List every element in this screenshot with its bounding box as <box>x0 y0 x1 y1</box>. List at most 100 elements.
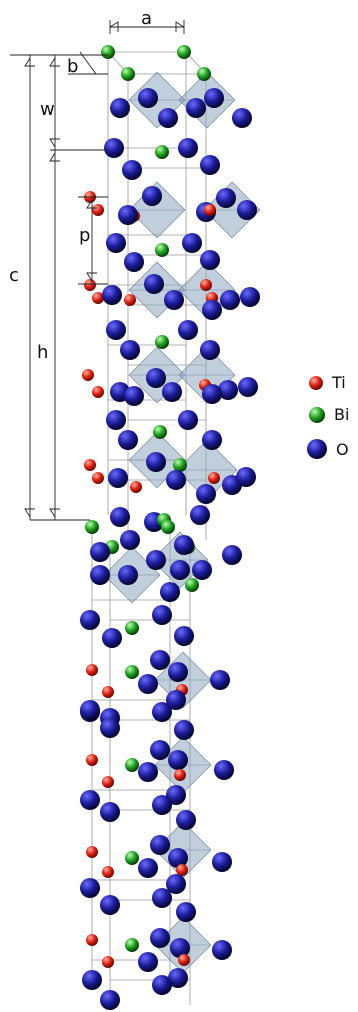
o-atom <box>202 384 222 404</box>
label-a: a <box>141 8 153 29</box>
o-atom <box>138 88 158 108</box>
o-atom <box>150 928 170 948</box>
ti-atom <box>102 686 114 698</box>
o-atom <box>166 874 186 894</box>
o-atom <box>178 138 198 158</box>
bi-atom <box>125 938 139 952</box>
o-atom <box>158 108 178 128</box>
o-atom <box>174 720 194 740</box>
o-atom <box>146 550 166 570</box>
bi-atom <box>125 758 139 772</box>
o-atom <box>164 290 184 310</box>
legend-o: O <box>306 438 349 460</box>
o-atom <box>212 940 232 960</box>
o-atom <box>212 852 232 872</box>
o-atom <box>216 188 236 208</box>
o-atom <box>142 186 162 206</box>
o-atom <box>166 785 186 805</box>
ti-atom <box>84 279 96 291</box>
ti-atom <box>176 864 188 876</box>
o-atom <box>150 835 170 855</box>
ti-atom <box>174 769 186 781</box>
o-atom <box>174 535 194 555</box>
o-atom <box>138 762 158 782</box>
ti-atom <box>86 754 98 766</box>
o-atom <box>120 340 140 360</box>
o-atom <box>236 467 256 487</box>
bi-atom <box>173 458 187 472</box>
legend-label: Bi <box>334 405 350 424</box>
arrowhead <box>175 21 185 32</box>
o-atom <box>80 790 100 810</box>
arrowhead <box>86 199 97 209</box>
label-h: h <box>37 342 49 363</box>
bi-atom <box>177 45 191 59</box>
label-c: c <box>9 265 19 286</box>
o-atom <box>162 382 182 402</box>
bi-atom-icon <box>309 406 325 423</box>
ti-atom <box>208 472 220 484</box>
o-atom <box>150 740 170 760</box>
legend-ti: Ti <box>308 373 346 392</box>
o-atom <box>80 700 100 720</box>
bi-atom <box>85 520 99 534</box>
arrowhead <box>49 57 60 67</box>
arrowhead <box>24 57 35 67</box>
legend-label: O <box>336 439 349 459</box>
arrowhead <box>49 152 60 162</box>
o-atom <box>100 718 120 738</box>
o-atom <box>108 468 128 488</box>
o-atom <box>202 300 222 320</box>
o-atom <box>186 98 206 118</box>
bi-atom <box>197 67 211 81</box>
o-atom <box>176 810 196 830</box>
o-atom <box>152 888 172 908</box>
bi-atom <box>125 621 139 635</box>
o-atom <box>170 560 190 580</box>
o-atom <box>144 274 164 294</box>
o-atom <box>100 802 120 822</box>
bi-atom <box>155 243 169 257</box>
o-atom <box>176 902 196 922</box>
o-atom <box>166 470 186 490</box>
o-atom <box>200 250 220 270</box>
o-atom <box>138 952 158 972</box>
ti-atom <box>86 846 98 858</box>
arrowhead <box>49 138 60 148</box>
o-atom <box>174 626 194 646</box>
bi-atom <box>101 45 115 59</box>
o-atom <box>168 662 188 682</box>
ti-atom <box>200 279 212 291</box>
o-atom <box>238 377 258 397</box>
dimension-markers <box>10 20 185 521</box>
ti-atom <box>92 386 104 398</box>
bi-atom <box>155 335 169 349</box>
ti-atom <box>130 481 142 493</box>
o-atom <box>240 287 260 307</box>
o-atom <box>152 975 172 995</box>
o-atom <box>146 452 166 472</box>
o-atom <box>118 565 138 585</box>
ti-atom <box>92 472 104 484</box>
o-atom <box>196 484 216 504</box>
o-atom <box>110 98 130 118</box>
o-atom <box>146 368 166 388</box>
dimension-line <box>79 51 97 75</box>
o-atom <box>80 878 100 898</box>
o-atom <box>220 290 240 310</box>
o-atom <box>182 233 202 253</box>
o-atom <box>152 605 172 625</box>
ti-atom <box>82 369 94 381</box>
o-atom <box>210 670 230 690</box>
o-atom <box>90 542 110 562</box>
atoms <box>80 45 260 1010</box>
o-atom <box>214 760 234 780</box>
o-atom <box>150 650 170 670</box>
o-atom <box>168 750 188 770</box>
o-atom <box>138 858 158 878</box>
o-atom <box>102 285 122 305</box>
o-atom <box>222 545 242 565</box>
o-atom <box>124 386 144 406</box>
arrowhead <box>86 272 97 282</box>
bi-atom <box>161 520 175 534</box>
